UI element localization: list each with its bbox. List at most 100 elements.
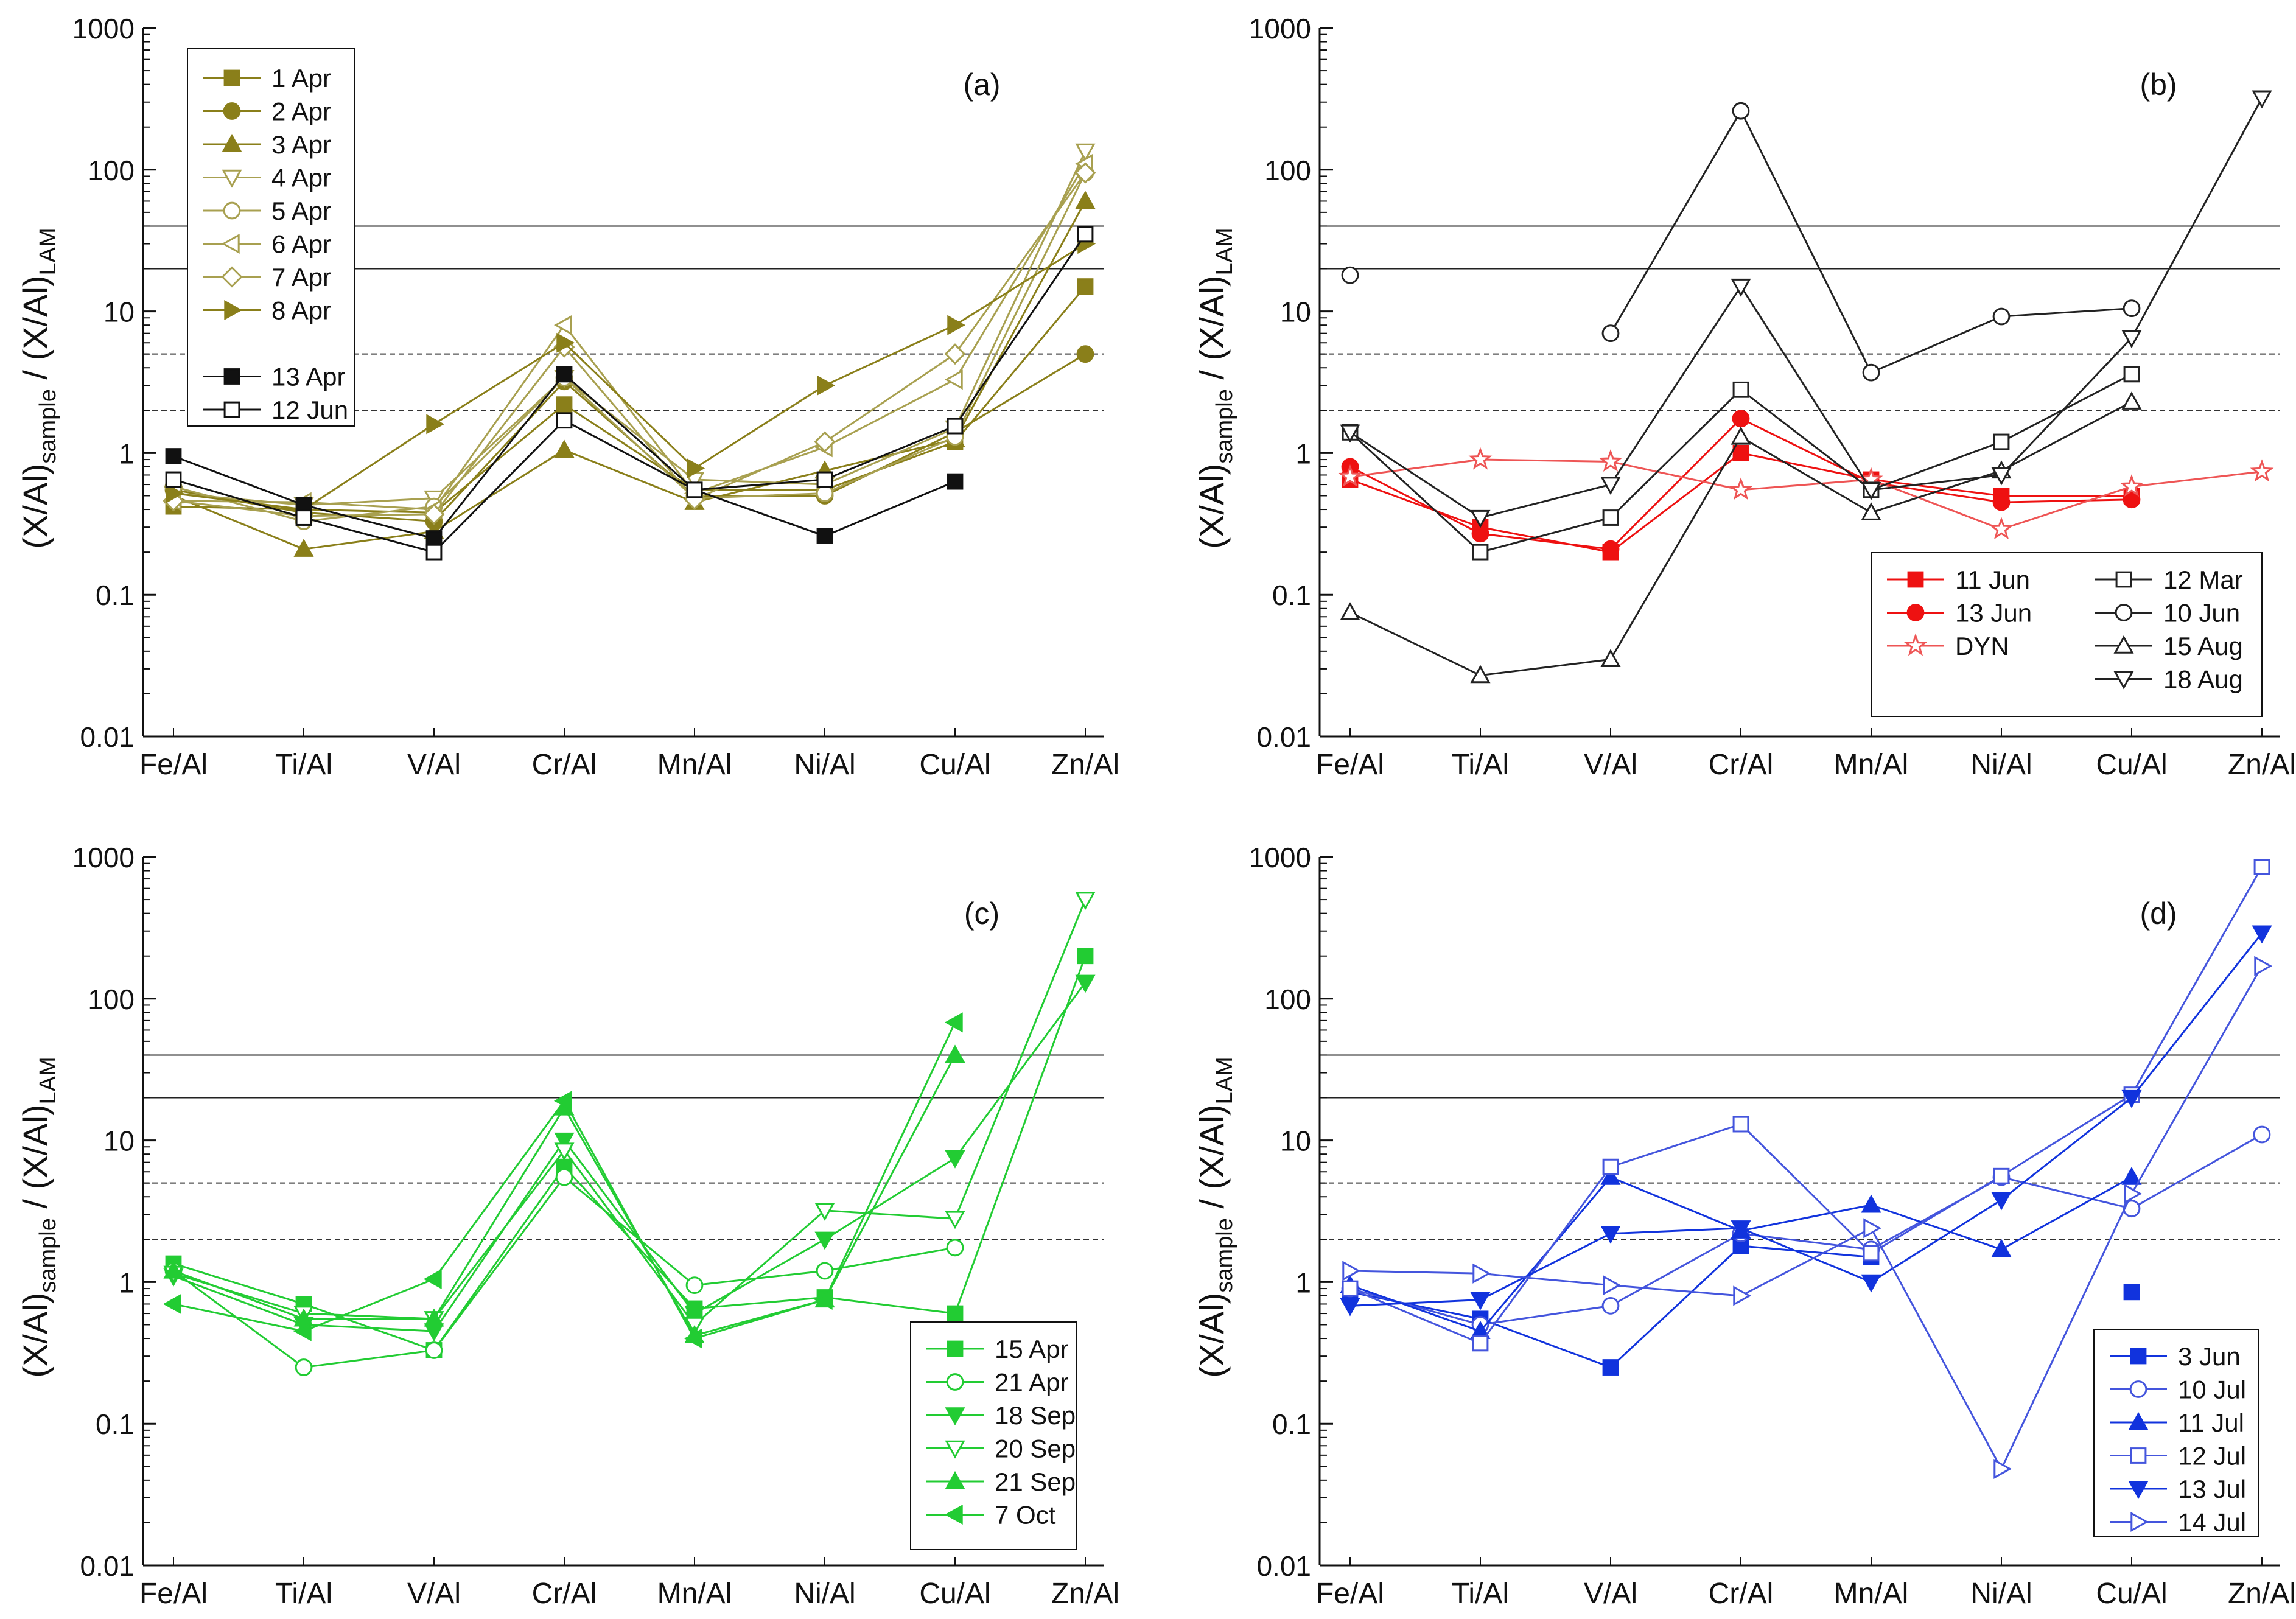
- series-12-mar: [1342, 366, 2140, 561]
- series-13-jul: [1340, 925, 2272, 1317]
- data-point: [1731, 278, 1751, 297]
- series-line: [173, 172, 1087, 523]
- data-point: [1342, 1261, 1361, 1281]
- series-18-aug: [1340, 90, 2272, 528]
- data-point: [1729, 477, 1753, 500]
- legend-marker: [945, 1470, 965, 1489]
- series-line: [173, 899, 1087, 1326]
- data-point: [945, 1211, 965, 1229]
- data-point: [1341, 266, 1359, 284]
- legend-label: 10 Jul: [2178, 1376, 2246, 1404]
- y-tick-label: 0.1: [96, 579, 135, 611]
- legend-item: 14 Jul: [2110, 1508, 2246, 1537]
- legend-item: 7 Apr: [203, 263, 331, 292]
- x-tick-label: Cu/Al: [2096, 749, 2167, 781]
- data-point: [816, 528, 833, 544]
- legend-marker: [221, 266, 243, 288]
- data-point: [1731, 426, 1751, 445]
- y-axis-label-part: LAM: [35, 1057, 61, 1104]
- data-point: [1472, 544, 1489, 561]
- data-point: [163, 1293, 181, 1315]
- data-point: [1991, 1239, 2012, 1257]
- data-point: [947, 315, 966, 335]
- y-tick-label: 1: [1295, 1267, 1311, 1298]
- data-point: [556, 332, 575, 353]
- y-axis-label-part: sample: [35, 389, 61, 464]
- data-point: [1600, 477, 1621, 495]
- data-point: [2123, 1284, 2140, 1301]
- legend-item: 21 Apr: [926, 1368, 1068, 1397]
- legend-item: 13 Apr: [203, 363, 345, 391]
- data-point: [1472, 1263, 1491, 1284]
- x-tick-label: Fe/Al: [139, 749, 208, 781]
- data-point: [1340, 602, 1360, 620]
- series-14-jul: [1342, 956, 2273, 1479]
- legend-label: 12 Jun: [271, 396, 348, 424]
- data-point: [556, 412, 573, 429]
- x-tick-label: Cr/Al: [1709, 749, 1774, 781]
- data-point: [1601, 540, 1620, 558]
- x-tick-label: Mn/Al: [657, 1578, 732, 1610]
- data-point: [2124, 1183, 2143, 1204]
- y-tick-label: 0.1: [1272, 579, 1311, 611]
- y-axis-label: (X/Al)sample / (X/Al)LAM: [1192, 228, 1237, 548]
- data-point: [293, 539, 314, 557]
- legend-item: 11 Jun: [1887, 565, 2030, 594]
- y-tick-label: 10: [1280, 1125, 1311, 1157]
- chart-panel-a: 0.01 0.1 1 10 100 1000 Fe/Al Ti/Al V/Al Cr/Al Mn/A…: [16, 13, 1119, 781]
- data-point: [425, 544, 443, 561]
- data-point: [1470, 665, 1491, 684]
- x-tick-label: Mn/Al: [657, 749, 732, 781]
- y-tick-label: 1000: [72, 13, 135, 44]
- chart-panel-d: 0.01 0.1 1 10 100 1000 Fe/Al Ti/Al V/Al Cr/Al Mn/A…: [1192, 842, 2296, 1610]
- x-tick-label: Ni/Al: [1970, 749, 2032, 781]
- y-tick-label: 1000: [1249, 13, 1311, 44]
- legend-marker: [221, 233, 240, 254]
- data-point: [553, 1091, 572, 1111]
- series-dyn: [1338, 447, 2274, 540]
- data-point: [1074, 162, 1096, 184]
- data-point: [1340, 424, 1360, 443]
- legend: 1 Apr 2 Apr 3 Apr 4 Apr 5 Apr 6 Apr 7 Apr 8 Apr…: [187, 48, 355, 427]
- series-line: [173, 234, 1087, 553]
- y-axis-label-part: LAM: [1212, 1057, 1237, 1104]
- data-point: [816, 484, 834, 502]
- legend-marker: [2128, 1481, 2149, 1500]
- legend-label: 12 Mar: [2163, 565, 2243, 594]
- legend-marker: [945, 1440, 965, 1459]
- data-point: [814, 1203, 835, 1221]
- legend: 11 Jun 13 Jun DYN 12 Mar 10 Jun 15 Aug 18 Aug: [1871, 552, 2263, 717]
- data-point: [817, 375, 836, 396]
- data-point: [1993, 433, 2010, 450]
- legend-item: 15 Aug: [2095, 632, 2243, 660]
- y-tick-label: 100: [88, 984, 135, 1015]
- y-tick-label: 0.01: [80, 1550, 135, 1582]
- legend-item: 13 Jul: [2110, 1475, 2246, 1503]
- legend-label: 4 Apr: [271, 164, 331, 192]
- data-point: [556, 396, 573, 413]
- data-point: [423, 503, 445, 525]
- data-point: [1470, 509, 1491, 528]
- series-8-apr: [166, 233, 1096, 520]
- data-point: [684, 1328, 702, 1349]
- y-axis-label-part: (X/Al): [16, 1293, 54, 1378]
- data-point: [554, 1132, 575, 1151]
- y-tick-label: 0.1: [1272, 1408, 1311, 1440]
- x-tick-label: V/Al: [1584, 749, 1637, 781]
- x-tick-label: Zn/Al: [1051, 1578, 1119, 1610]
- legend-label: 15 Apr: [995, 1335, 1068, 1363]
- legend-item: 11 Jul: [2110, 1408, 2244, 1437]
- data-point: [816, 471, 833, 488]
- data-point: [424, 1308, 444, 1327]
- data-point: [814, 1231, 835, 1250]
- x-tick-label: Fe/Al: [1316, 749, 1384, 781]
- data-point: [1601, 324, 1620, 343]
- x-tick-label: Ni/Al: [794, 749, 855, 781]
- series-line: [1349, 97, 2263, 519]
- x-tick-label: Fe/Al: [139, 1578, 208, 1610]
- y-tick-label: 1000: [1249, 842, 1311, 873]
- y-tick-label: 0.01: [1256, 721, 1311, 753]
- y-axis-label-part: LAM: [35, 228, 61, 275]
- data-point: [685, 1276, 704, 1294]
- legend-marker: [223, 401, 240, 418]
